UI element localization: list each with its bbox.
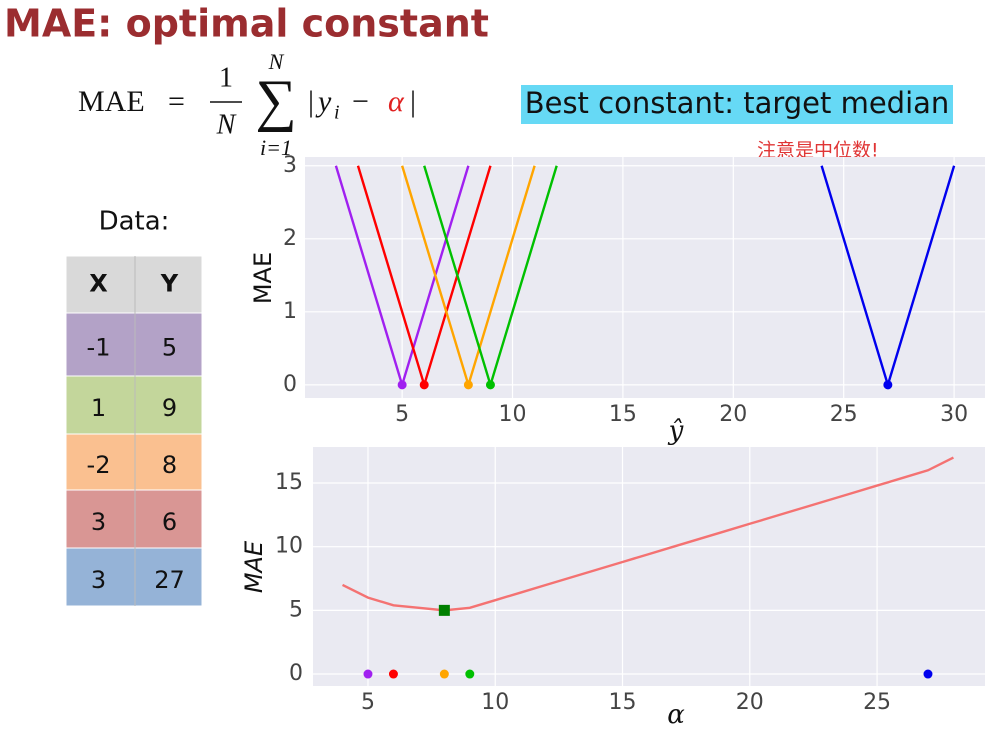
- banner: Best constant: target median: [525, 86, 950, 120]
- table-cell: 8: [162, 451, 177, 479]
- table-row: [65, 312, 203, 377]
- table-header: Y: [160, 270, 179, 298]
- data-point: [923, 669, 933, 679]
- formula-den: N: [216, 109, 237, 140]
- table-row: [65, 547, 203, 607]
- table-cell: 3: [91, 566, 106, 594]
- data-point: [465, 669, 475, 679]
- data-point: [363, 669, 373, 679]
- y-tick-label: 15: [275, 470, 303, 495]
- sum-sign: ∑: [255, 67, 296, 132]
- sum-top: N: [268, 49, 285, 74]
- data-point: [419, 380, 429, 390]
- table-cell: 1: [91, 394, 106, 422]
- table-row: [65, 489, 203, 549]
- data-point: [388, 669, 398, 679]
- formula-alpha: α: [388, 85, 405, 118]
- data-point: [463, 380, 473, 390]
- table-cell: 3: [91, 508, 106, 536]
- x-tick-label: 20: [719, 402, 747, 427]
- sum-bottom: i=1: [260, 135, 292, 160]
- table-cell: 27: [154, 566, 185, 594]
- table-row: [65, 255, 203, 314]
- note: 注意是中位数!: [757, 140, 879, 162]
- y-tick-label: 10: [275, 534, 303, 559]
- x-tick-label: 10: [481, 690, 509, 715]
- data-point: [439, 669, 449, 679]
- formula-num: 1: [219, 62, 233, 93]
- data-table: X Y -1 5 1 9 -2 8 3 6 3 27: [65, 255, 203, 607]
- y-tick-label: 3: [283, 153, 297, 178]
- x-tick-label: 30: [940, 402, 968, 427]
- optimum-marker: [438, 604, 450, 616]
- abs-close: |: [410, 85, 416, 118]
- table-cell: 5: [162, 334, 177, 362]
- x-axis-label: ŷ: [668, 416, 684, 446]
- x-tick-label: 25: [863, 690, 891, 715]
- plot-area: [305, 157, 985, 398]
- slide-title: MAE: optimal constant: [4, 2, 489, 46]
- data-point: [485, 380, 495, 390]
- y-axis-label: MAE: [249, 252, 277, 304]
- formula: MAE = 1 N N ∑ i=1 | y i − α |: [78, 49, 416, 160]
- y-tick-label: 5: [289, 597, 303, 622]
- x-tick-label: 25: [830, 402, 858, 427]
- formula-sub: i: [334, 102, 340, 124]
- y-tick-label: 2: [283, 226, 297, 251]
- abs-open: |: [308, 85, 314, 118]
- formula-y: y: [315, 85, 332, 118]
- formula-minus: −: [352, 85, 369, 118]
- table-row: [65, 433, 203, 491]
- table-cell: -1: [87, 334, 111, 362]
- y-axis-label: MAE: [240, 540, 268, 593]
- x-axis-label: α: [667, 700, 685, 730]
- formula-lhs: MAE: [78, 85, 145, 118]
- x-tick-label: 10: [499, 402, 527, 427]
- formula-eq: =: [168, 85, 185, 118]
- y-tick-label: 0: [283, 372, 297, 397]
- data-point: [883, 380, 893, 390]
- x-tick-label: 5: [395, 402, 409, 427]
- y-tick-label: 0: [289, 661, 303, 686]
- table-cell: 6: [162, 508, 177, 536]
- x-tick-label: 15: [609, 690, 637, 715]
- x-tick-label: 5: [361, 690, 375, 715]
- table-header: X: [89, 270, 108, 298]
- table-cell: 9: [162, 394, 177, 422]
- x-tick-label: 15: [609, 402, 637, 427]
- x-tick-label: 20: [736, 690, 764, 715]
- table-cell: -2: [87, 451, 111, 479]
- table-row: [65, 375, 203, 435]
- y-tick-label: 1: [283, 299, 297, 324]
- banner-bg: [521, 85, 953, 124]
- table-caption: Data:: [99, 207, 170, 237]
- data-point: [397, 380, 407, 390]
